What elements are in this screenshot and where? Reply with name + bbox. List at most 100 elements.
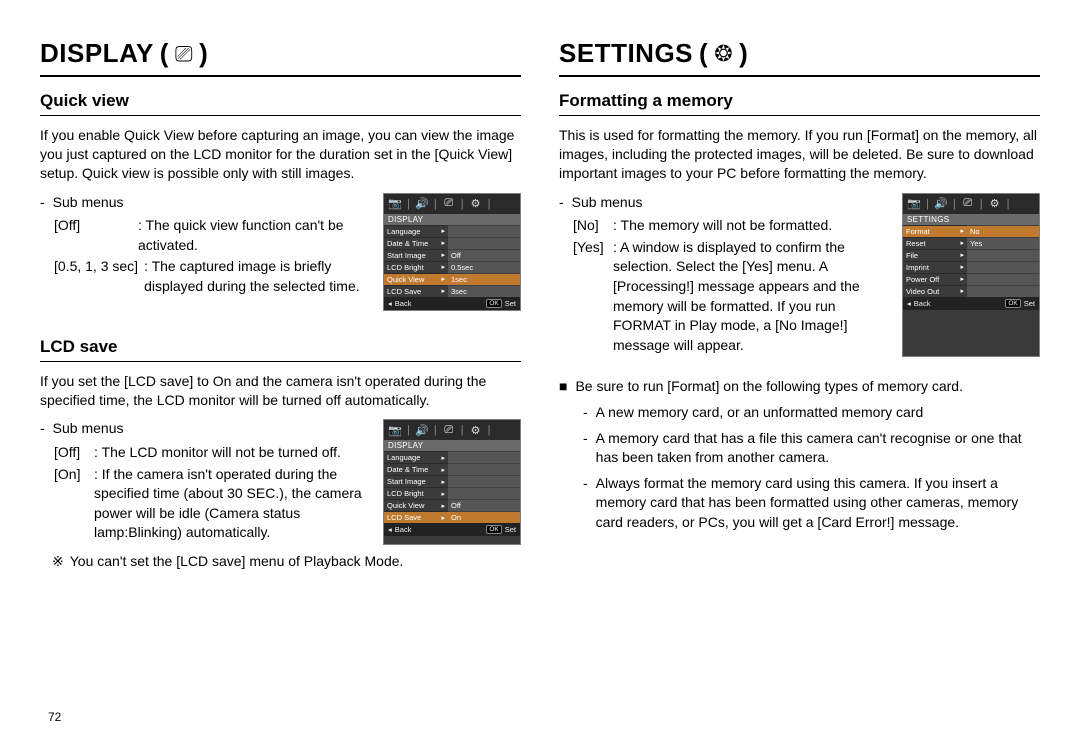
menu-item-value: Off: [448, 249, 520, 261]
lcd-save-sub-row: -Sub menus [Off] : The LCD monitor will n…: [40, 419, 521, 545]
menu-row: Language▸: [384, 225, 520, 237]
menu-item-label: LCD Save▸: [384, 511, 448, 523]
menu-row: LCD Bright▸: [384, 487, 520, 499]
lcd-on-val: : If the camera isn't operated during th…: [94, 465, 371, 543]
menu-row: LCD Save▸3sec: [384, 285, 520, 297]
set-label: Set: [505, 299, 516, 308]
menu-footer: ◂BackOKSet: [384, 297, 520, 310]
menu-item-label: Date & Time▸: [384, 463, 448, 475]
chevron-right-icon: ▸: [960, 239, 964, 247]
menu-tabs: 📷|🔊|⎚|⚙|: [903, 194, 1039, 214]
lcd-save-note: ※ You can't set the [LCD save] menu of P…: [52, 553, 521, 570]
format-sub-row: -Sub menus [No]: The memory will not be …: [559, 193, 1040, 358]
bullet-item: Always format the memory card using this…: [596, 474, 1040, 533]
menu-item-value: [967, 285, 1039, 297]
menu-item-value: 3sec: [448, 285, 520, 297]
display-icon: ⎚: [442, 424, 456, 436]
chevron-right-icon: ▸: [441, 466, 445, 474]
format-para: This is used for formatting the memory. …: [559, 126, 1040, 183]
chevron-right-icon: ▸: [441, 478, 445, 486]
settings-title-paren2: ): [739, 38, 748, 69]
qv-off-val: : The quick view function can't be activ…: [138, 216, 371, 255]
sub-menus-label: Sub menus: [572, 193, 643, 213]
menu-item-label: Language▸: [384, 225, 448, 237]
ok-icon: OK: [486, 525, 501, 534]
menu-row: Language▸: [384, 451, 520, 463]
sound-icon: 🔊: [415, 424, 429, 436]
menu-tabs: 📷|🔊|⎚|⚙|: [384, 194, 520, 214]
lcd-save-para: If you set the [LCD save] to On and the …: [40, 372, 521, 410]
menu-item-value: [967, 261, 1039, 273]
qv-sec-val: : The captured image is briefly displaye…: [144, 257, 371, 296]
menu-item-label: LCD Bright▸: [384, 261, 448, 273]
menu-item-value: [448, 237, 520, 249]
chevron-right-icon: ▸: [960, 251, 964, 259]
menu-item-value: Off: [448, 499, 520, 511]
menu-row: Quick View▸Off: [384, 499, 520, 511]
menu-row: Reset▸Yes: [903, 237, 1039, 249]
bullet-lead-text: Be sure to run [Format] on the following…: [575, 377, 963, 397]
chevron-right-icon: ▸: [960, 263, 964, 271]
back-arrow-icon: ◂: [388, 525, 392, 534]
right-column: SETTINGS (❂) Formatting a memory This is…: [559, 38, 1040, 570]
set-label: Set: [505, 525, 516, 534]
chevron-right-icon: ▸: [441, 263, 445, 271]
format-menu: 📷|🔊|⎚|⚙|SETTINGSFormat▸NoReset▸YesFile▸I…: [902, 193, 1040, 358]
format-bullets: ■ Be sure to run [Format] on the followi…: [559, 377, 1040, 532]
dash: -: [583, 474, 588, 533]
chevron-right-icon: ▸: [441, 251, 445, 259]
back-label: Back: [395, 299, 412, 308]
chevron-right-icon: ▸: [441, 454, 445, 462]
lcd-save-heading: LCD save: [40, 337, 521, 362]
qv-sec-key: [0.5, 1, 3 sec]: [54, 257, 138, 296]
dash: -: [40, 193, 45, 213]
menu-item-value: [967, 249, 1039, 261]
menu-item-label: Date & Time▸: [384, 237, 448, 249]
square-bullet-icon: ■: [559, 377, 567, 397]
menu-row: Start Image▸: [384, 475, 520, 487]
menu-row: LCD Bright▸0.5sec: [384, 261, 520, 273]
back-label: Back: [914, 299, 931, 308]
sound-icon: 🔊: [934, 198, 948, 210]
menu-tabs: 📷|🔊|⎚|⚙|: [384, 420, 520, 440]
menu-item-label: File▸: [903, 249, 967, 261]
menu-row: Imprint▸: [903, 261, 1039, 273]
bullet-item: A memory card that has a file this camer…: [596, 429, 1040, 468]
menu-row: Power Off▸: [903, 273, 1039, 285]
chevron-right-icon: ▸: [441, 275, 445, 283]
menu-row: Date & Time▸: [384, 463, 520, 475]
menu-row: Date & Time▸: [384, 237, 520, 249]
menu-item-value: 1sec: [448, 273, 520, 285]
menu-section-label: DISPLAY: [384, 214, 520, 225]
sub-menus-label: Sub menus: [53, 419, 124, 439]
settings-title-paren: (: [699, 38, 708, 69]
chevron-right-icon: ▸: [441, 502, 445, 510]
chevron-right-icon: ▸: [441, 227, 445, 235]
chevron-right-icon: ▸: [441, 239, 445, 247]
dash: -: [40, 419, 45, 439]
ok-icon: OK: [486, 299, 501, 308]
menu-row: Quick View▸1sec: [384, 273, 520, 285]
page-number: 72: [48, 710, 61, 724]
quick-view-para: If you enable Quick View before capturin…: [40, 126, 521, 183]
fmt-no-val: : The memory will not be formatted.: [613, 216, 890, 236]
display-title-text: DISPLAY: [40, 38, 154, 69]
format-submenu-text: -Sub menus [No]: The memory will not be …: [559, 193, 890, 358]
chevron-right-icon: ▸: [960, 287, 964, 295]
menu-item-value: Yes: [967, 237, 1039, 249]
display-title-paren2: ): [199, 38, 208, 69]
menu-item-label: Quick View▸: [384, 273, 448, 285]
menu-item-value: On: [448, 511, 520, 523]
menu-section-label: DISPLAY: [384, 440, 520, 451]
menu-item-label: Video Out▸: [903, 285, 967, 297]
menu-item-label: Quick View▸: [384, 499, 448, 511]
display-title: DISPLAY (⎚): [40, 38, 521, 77]
chevron-right-icon: ▸: [441, 514, 445, 522]
ok-icon: OK: [1005, 299, 1020, 308]
fmt-no-key: [No]: [573, 216, 607, 236]
lcd-off-key: [Off]: [54, 443, 88, 463]
menu-item-label: Start Image▸: [384, 475, 448, 487]
fmt-yes-key: [Yes]: [573, 238, 607, 356]
lcd-off-val: : The LCD monitor will not be turned off…: [94, 443, 371, 463]
menu-item-label: Format▸: [903, 225, 967, 237]
